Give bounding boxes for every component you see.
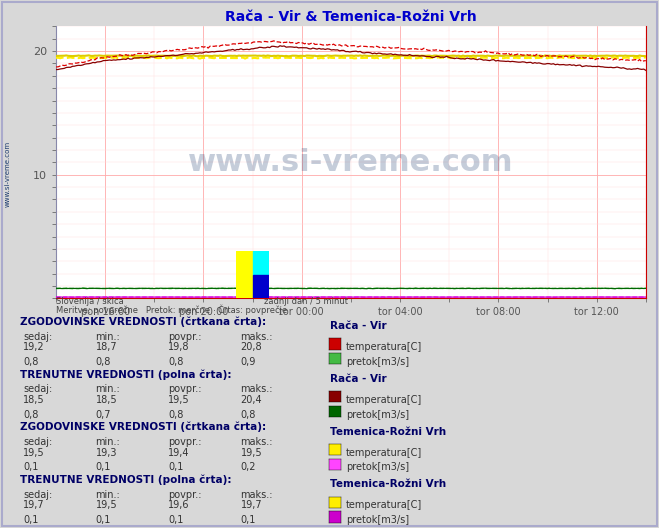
Text: pretok[m3/s]: pretok[m3/s] [346,515,409,525]
Text: pretok[m3/s]: pretok[m3/s] [346,463,409,473]
Text: 0,8: 0,8 [96,357,111,367]
Text: 18,5: 18,5 [23,395,45,405]
Text: 0,1: 0,1 [168,515,183,525]
Text: povpr.:: povpr.: [168,437,202,447]
Text: maks.:: maks.: [241,490,273,500]
Text: sedaj:: sedaj: [23,384,52,394]
Text: Temenica-Rožni Vrh: Temenica-Rožni Vrh [330,427,445,437]
Text: temperatura[C]: temperatura[C] [346,501,422,511]
Text: povpr.:: povpr.: [168,490,202,500]
Text: Meritve: povprečne   Pretok: merčne   Črtas: povprečje: Meritve: povprečne Pretok: merčne Črtas:… [56,304,287,315]
Text: 18,5: 18,5 [96,395,117,405]
Text: ZGODOVINSKE VREDNOSTI (črtkana črta):: ZGODOVINSKE VREDNOSTI (črtkana črta): [20,316,266,327]
Text: 0,8: 0,8 [168,410,183,420]
Text: 19,7: 19,7 [241,501,262,511]
Title: Rača - Vir & Temenica-Rožni Vrh: Rača - Vir & Temenica-Rožni Vrh [225,10,477,24]
Text: povpr.:: povpr.: [168,332,202,342]
Text: 20,8: 20,8 [241,342,262,352]
Text: sedaj:: sedaj: [23,332,52,342]
Text: 19,2: 19,2 [23,342,45,352]
Text: 20,4: 20,4 [241,395,262,405]
Text: 19,5: 19,5 [168,395,190,405]
Text: min.:: min.: [96,332,121,342]
Text: 0,1: 0,1 [96,515,111,525]
Bar [236,251,252,298]
Text: 19,3: 19,3 [96,448,117,458]
Text: min.:: min.: [96,490,121,500]
Text: maks.:: maks.: [241,437,273,447]
Text: 19,7: 19,7 [23,501,45,511]
Text: 19,8: 19,8 [168,342,190,352]
Text: TRENUTNE VREDNOSTI (polna črta):: TRENUTNE VREDNOSTI (polna črta): [20,369,231,380]
Text: sedaj:: sedaj: [23,490,52,500]
Text: Temenica-Rožni Vrh: Temenica-Rožni Vrh [330,479,445,489]
Text: min.:: min.: [96,437,121,447]
Text: 0,9: 0,9 [241,357,256,367]
Text: maks.:: maks.: [241,384,273,394]
Text: sedaj:: sedaj: [23,437,52,447]
Text: 19,5: 19,5 [23,448,45,458]
Text: 19,6: 19,6 [168,501,190,511]
Text: www.si-vreme.com: www.si-vreme.com [5,141,11,208]
Text: 0,8: 0,8 [23,410,38,420]
Text: 0,8: 0,8 [241,410,256,420]
Text: pretok[m3/s]: pretok[m3/s] [346,357,409,367]
Bar [252,251,269,275]
Text: 0,1: 0,1 [96,463,111,473]
Text: pretok[m3/s]: pretok[m3/s] [346,410,409,420]
Text: maks.:: maks.: [241,332,273,342]
Text: Slovenija / skica: Slovenija / skica [56,297,124,306]
Text: temperatura[C]: temperatura[C] [346,448,422,458]
Text: Rača - Vir: Rača - Vir [330,374,386,384]
Text: 0,1: 0,1 [241,515,256,525]
Text: ZGODOVINSKE VREDNOSTI (črtkana črta):: ZGODOVINSKE VREDNOSTI (črtkana črta): [20,422,266,432]
Text: 19,5: 19,5 [96,501,117,511]
Text: 0,2: 0,2 [241,463,256,473]
Text: min.:: min.: [96,384,121,394]
Text: temperatura[C]: temperatura[C] [346,342,422,352]
Text: 0,7: 0,7 [96,410,111,420]
Text: 0,8: 0,8 [168,357,183,367]
Text: 0,8: 0,8 [23,357,38,367]
Text: Rača - Vir: Rača - Vir [330,321,386,331]
Text: 19,5: 19,5 [241,448,262,458]
Text: 18,7: 18,7 [96,342,117,352]
Text: temperatura[C]: temperatura[C] [346,395,422,405]
Bar [252,275,269,298]
Text: TRENUTNE VREDNOSTI (polna črta):: TRENUTNE VREDNOSTI (polna črta): [20,475,231,485]
Text: 0,1: 0,1 [23,463,38,473]
Text: 19,4: 19,4 [168,448,190,458]
Text: povpr.:: povpr.: [168,384,202,394]
Text: www.si-vreme.com: www.si-vreme.com [188,148,513,177]
Text: 0,1: 0,1 [23,515,38,525]
Text: 0,1: 0,1 [168,463,183,473]
Text: zadnji dan / 5 minut: zadnji dan / 5 minut [264,297,347,306]
